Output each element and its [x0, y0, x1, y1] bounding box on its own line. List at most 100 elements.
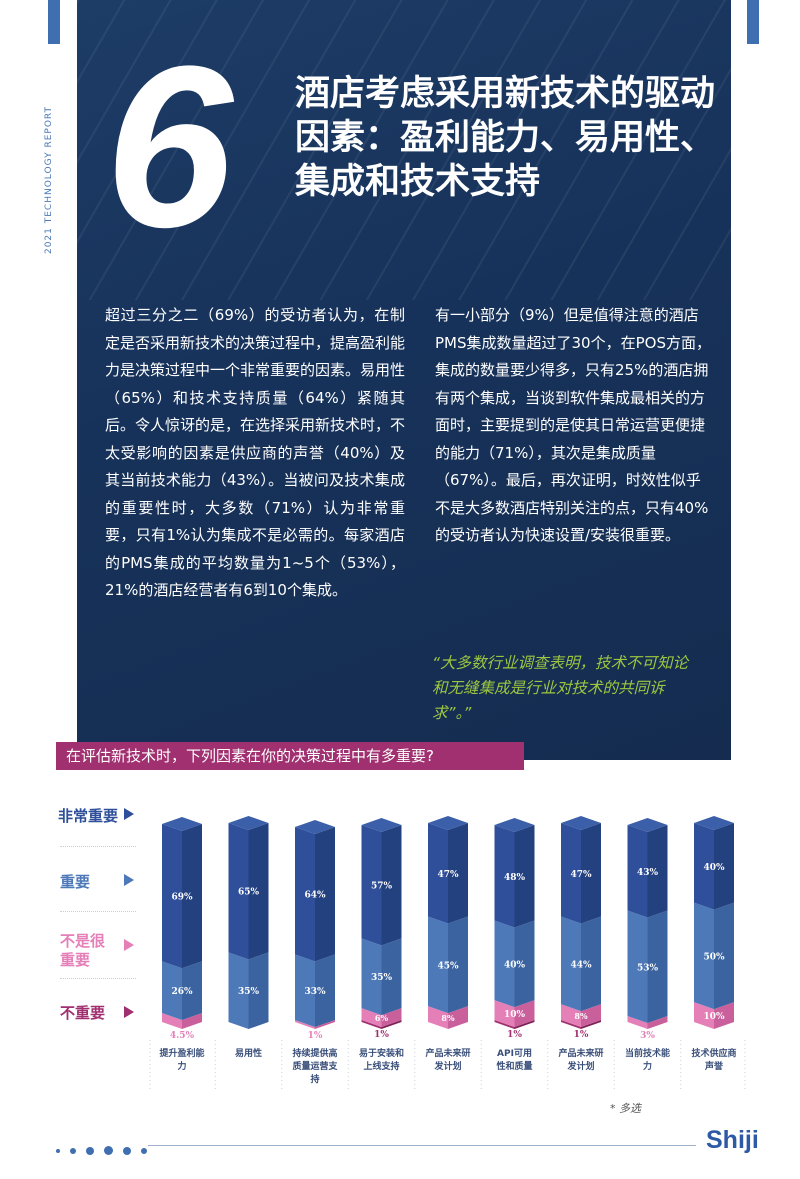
- pull-quote: “大多数行业调查表明，技术不可知论和无缝集成是行业对技术的共同诉求”。”: [432, 654, 689, 722]
- category-label: 提升盈利能: [159, 1047, 204, 1059]
- data-label-不重要: 1%: [574, 1030, 589, 1040]
- footer-dot: [86, 1146, 95, 1155]
- bar-segment-left: [627, 824, 648, 918]
- data-label-非常重要: 40%: [703, 863, 725, 873]
- category-label: 技术供应商: [691, 1047, 736, 1059]
- bar-segment-right: [581, 1020, 601, 1029]
- bar-segment-right: [714, 823, 734, 910]
- bar-segment-left: [561, 1004, 581, 1028]
- footer-dot: [56, 1148, 60, 1153]
- data-label-非常重要: 43%: [637, 868, 659, 878]
- footer-dots: [56, 1140, 152, 1155]
- bar-segment-right: [448, 823, 468, 924]
- legend-arrow-not-very-important: [124, 939, 134, 951]
- bar-segment-right: [581, 823, 601, 924]
- legend-separator: [60, 846, 136, 847]
- data-label-不是很重要: 8%: [441, 1013, 455, 1023]
- bar-segment-right: [714, 1002, 734, 1029]
- bar-segment-right: [381, 938, 402, 1016]
- category-label: 发计划: [433, 1060, 461, 1072]
- bar-segment-right: [581, 1004, 601, 1028]
- bar-segment-right: [182, 961, 202, 1021]
- category-label: 当前技术能: [625, 1047, 670, 1059]
- bar-top-cap: [627, 817, 668, 832]
- category-label: 持续提供高: [292, 1047, 337, 1059]
- category-label: 易于安装和: [359, 1047, 404, 1059]
- bar-segment-left: [361, 938, 382, 1016]
- legend-very-important: 非常重要: [58, 807, 119, 825]
- bar-segment-left: [494, 824, 515, 928]
- bar-segment-left: [694, 1002, 714, 1029]
- hero-panel: 6 酒店考虑采用新技术的驱动因素：盈利能力、易用性、集成和技术支持 超过三分之二…: [77, 0, 731, 760]
- bar-segment-left: [162, 961, 182, 1021]
- bar-segment-left: [428, 823, 448, 924]
- data-label-重要: 35%: [238, 987, 260, 997]
- data-label-不是很重要: 3%: [640, 1031, 655, 1041]
- bar-segment-right: [315, 1020, 335, 1029]
- bar-segment-left: [295, 1020, 315, 1029]
- data-label-不是很重要: 10%: [504, 1010, 526, 1020]
- data-label-重要: 33%: [304, 987, 326, 997]
- bar-segment-right: [248, 952, 269, 1029]
- data-label-重要: 26%: [171, 987, 193, 997]
- bar-segment-right: [514, 920, 535, 1008]
- footnote: * 多选: [610, 1102, 641, 1115]
- bar-segment-left: [627, 910, 648, 1024]
- footer-dot: [141, 1147, 148, 1154]
- bar-segment-right: [381, 1008, 402, 1028]
- bar-top-cap: [295, 819, 335, 834]
- section-title: 酒店考虑采用新技术的驱动因素：盈利能力、易用性、集成和技术支持: [295, 74, 716, 202]
- bar-segment-left: [561, 823, 581, 924]
- bar-top-cap: [428, 816, 468, 830]
- bar-segment-right: [381, 824, 402, 946]
- legend-arrow-very-important: [124, 808, 134, 820]
- bar-segment-right: [315, 954, 335, 1028]
- bar-top-cap: [561, 816, 601, 830]
- category-label: 产品未来研: [425, 1047, 470, 1059]
- bar-segment-left: [428, 1006, 448, 1029]
- category-label: API可用: [497, 1048, 532, 1059]
- footer-dot: [104, 1146, 114, 1155]
- data-label-不重要: 1%: [507, 1030, 522, 1040]
- data-label-不是很重要: 4.5%: [170, 1031, 195, 1041]
- footer-dot: [123, 1146, 132, 1155]
- bar-segment-right: [714, 902, 734, 1010]
- bar-segment-right: [381, 1020, 402, 1029]
- chart-title: 在评估新技术时，下列因素在你的决策过程中有多重要?: [56, 742, 524, 770]
- data-label-不重要: 1%: [374, 1030, 389, 1040]
- legend-separator: [60, 978, 136, 979]
- data-label-非常重要: 47%: [437, 870, 459, 880]
- bar-segment-right: [182, 823, 202, 969]
- bar-segment-left: [494, 920, 515, 1008]
- bar-segment-left: [228, 952, 249, 1029]
- section-number: 6: [105, 18, 233, 275]
- data-label-重要: 50%: [703, 952, 725, 962]
- bar-segment-right: [514, 824, 535, 928]
- body-text-right: 有一小部分（9%）但是值得注意的酒店PMS集成数量超过了30个，在POS方面，集…: [435, 306, 711, 544]
- data-label-不是很重要: 8%: [574, 1011, 588, 1021]
- data-label-非常重要: 69%: [171, 893, 193, 903]
- bar-top-cap: [694, 816, 734, 830]
- data-label-不是很重要: 1%: [308, 1031, 323, 1041]
- bar-segment-right: [581, 916, 601, 1012]
- legend-arrow-important: [124, 874, 134, 886]
- legend-arrow-not-important: [124, 1006, 134, 1018]
- bar-segment-left: [627, 1016, 648, 1029]
- category-label: 质量运营支: [292, 1060, 338, 1072]
- bar-top-cap: [228, 816, 269, 830]
- bar-segment-left: [494, 1020, 515, 1029]
- data-label-重要: 45%: [437, 961, 459, 971]
- bar-segment-right: [647, 824, 668, 918]
- data-label-重要: 40%: [504, 960, 526, 970]
- shiji-logo: Shiji: [706, 1126, 759, 1154]
- data-label-非常重要: 65%: [238, 888, 260, 898]
- legend-not-very-important: 不是很重要: [60, 932, 106, 969]
- bar-segment-right: [647, 1016, 668, 1029]
- footer-rule: [148, 1145, 696, 1146]
- bar-segment-left: [694, 902, 714, 1010]
- bar-segment-left: [694, 823, 714, 910]
- bar-top-cap: [162, 816, 202, 831]
- body-text-left: 超过三分之二（69%）的受访者认为，在制定是否采用新技术的决策过程中，提高盈利能…: [105, 306, 406, 599]
- top-left-accent-bar: [48, 0, 60, 44]
- data-label-重要: 35%: [371, 973, 393, 983]
